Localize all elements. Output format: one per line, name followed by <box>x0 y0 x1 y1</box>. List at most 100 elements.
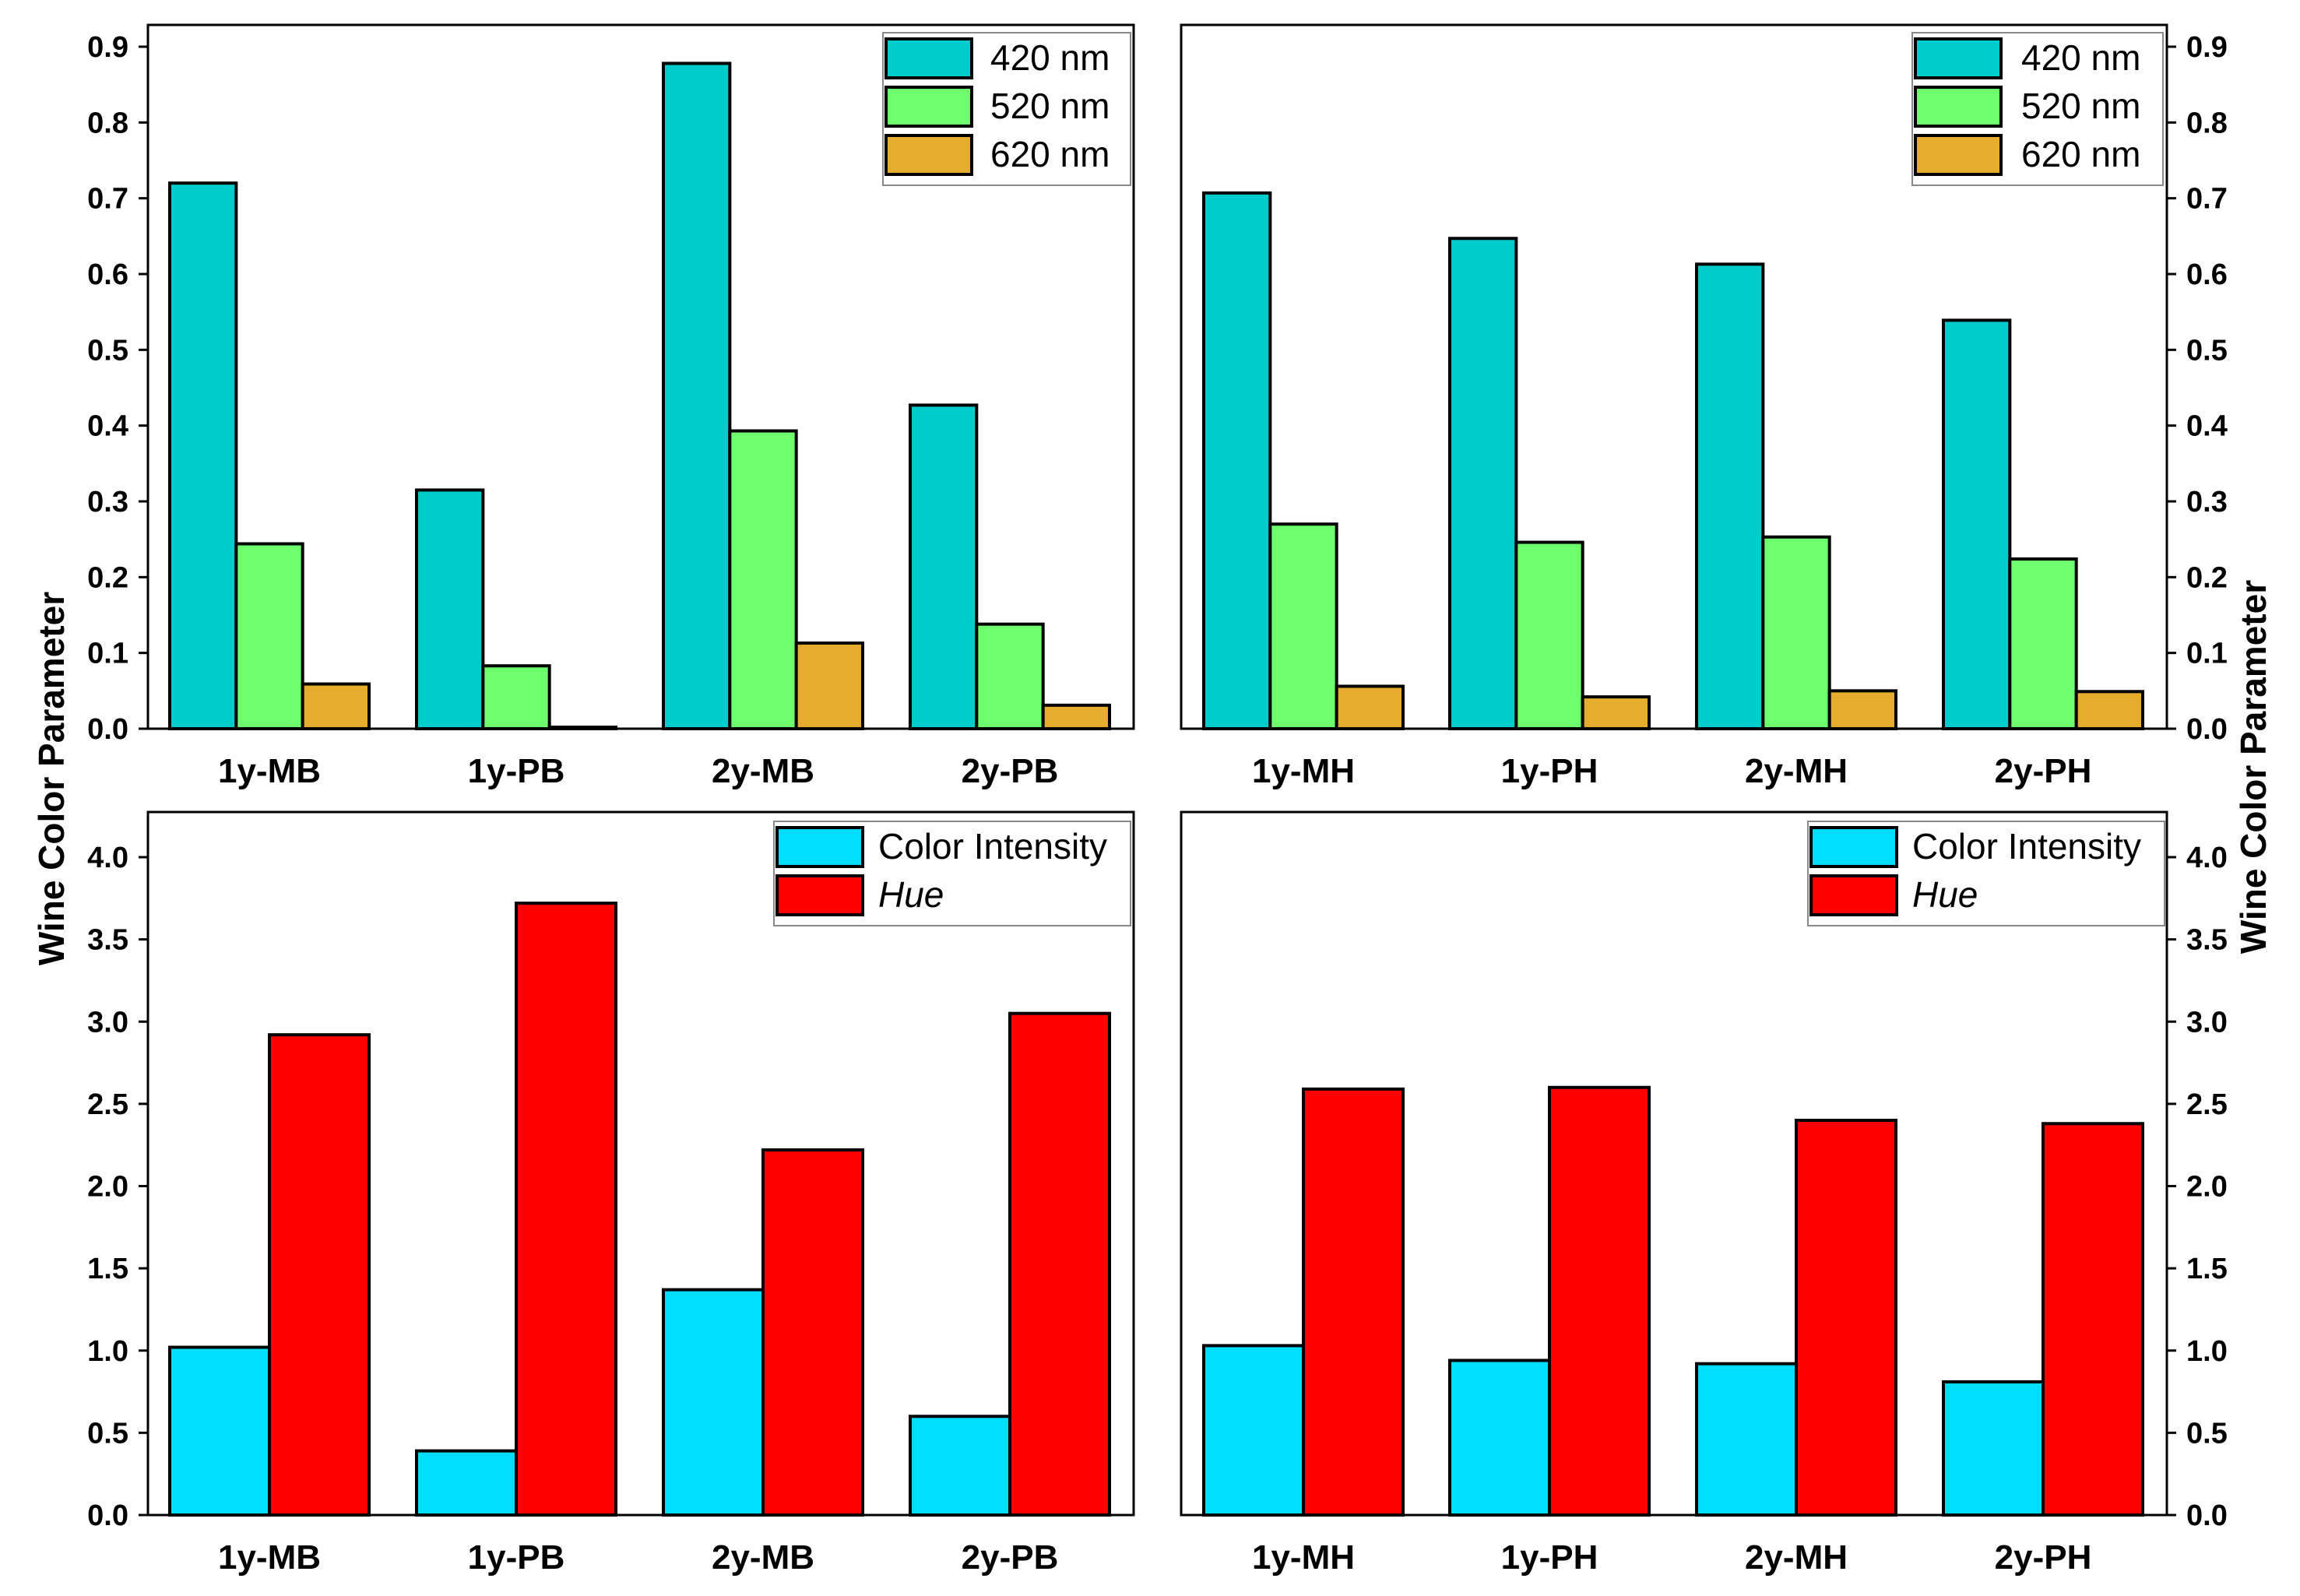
bar-620-nm-2y-pb <box>1041 703 1111 730</box>
legend-swatch-hue <box>775 874 864 916</box>
bar-520-nm-1y-mb <box>234 542 304 730</box>
y-tick-label: 0.7 <box>87 183 128 216</box>
bar-620-nm-2y-ph <box>2074 690 2145 730</box>
bar-620-nm-1y-pb <box>547 726 618 731</box>
bar-520-nm-1y-ph <box>1514 540 1584 730</box>
legend-label-color-intensity: Color Intensity <box>878 826 1107 867</box>
plot-frame <box>1180 23 2168 730</box>
x-tick-label: 2y-PB <box>962 1538 1059 1577</box>
y-tick-label: 0.5 <box>87 1417 128 1450</box>
bar-520-nm-2y-ph <box>2008 557 2078 730</box>
legend-label-color-intensity: Color Intensity <box>1912 826 2141 867</box>
x-tick-label: 1y-MB <box>218 752 321 790</box>
legend-swatch-620-nm <box>1914 134 2003 176</box>
y-tick-label: 0.9 <box>87 31 128 64</box>
bar-420-nm-2y-mh <box>1695 262 1765 730</box>
legend-label-520-nm: 520 nm <box>990 86 1110 126</box>
bar-color-intensity-1y-mh <box>1202 1344 1305 1517</box>
x-tick-label: 1y-PB <box>468 752 565 790</box>
x-tick-label: 2y-MB <box>712 752 814 790</box>
y-tick-label: 1.5 <box>87 1253 128 1285</box>
legend-label-420-nm: 420 nm <box>2021 37 2140 78</box>
legend-swatch-520-nm <box>1914 86 2003 128</box>
bar-520-nm-2y-pb <box>975 622 1045 730</box>
plot-frame <box>146 810 1135 1517</box>
y-tick-label: 1.0 <box>2186 1335 2228 1368</box>
bar-620-nm-2y-mh <box>1827 689 1898 730</box>
bar-420-nm-1y-mh <box>1202 191 1272 730</box>
bar-620-nm-2y-mb <box>794 642 865 730</box>
legend-label-520-nm: 520 nm <box>2021 86 2140 126</box>
panel-bottom-left: 0.0 0.5 1.0 1.5 2.0 2.5 3.0 3.5 4.0 1y-MB 1y-PB 2y-… <box>87 810 1135 1577</box>
bar-420-nm-2y-ph <box>1942 318 2012 730</box>
y-tick-label: 2.0 <box>87 1171 128 1204</box>
y-tick-label: 0.6 <box>87 258 128 291</box>
y-tick-label: 0.5 <box>2186 334 2228 367</box>
panel-top-right: 0.0 0.1 0.2 0.3 0.4 0.5 0.6 0.7 0.8 0.9 1y-MH 1y-PH… <box>1180 23 2228 790</box>
y-axis-label-left: Wine Color Parameter <box>31 592 72 965</box>
legend-swatch-color-intensity <box>775 826 864 868</box>
x-tick-label: 1y-PH <box>1501 1538 1598 1577</box>
plot-frame <box>146 23 1135 730</box>
y-tick-label: 2.5 <box>2186 1088 2228 1121</box>
x-tick-label: 2y-MH <box>1745 1538 1848 1577</box>
bar-color-intensity-2y-mh <box>1695 1362 1798 1517</box>
y-tick-label: 0.3 <box>2186 486 2228 519</box>
x-tick-label: 2y-PB <box>962 752 1059 790</box>
bar-420-nm-2y-mb <box>662 62 732 730</box>
y-tick-label: 3.5 <box>2186 924 2228 957</box>
x-tick-label: 1y-PB <box>468 1538 565 1577</box>
y-tick-label: 0.4 <box>2186 410 2228 443</box>
bar-hue-1y-ph <box>1548 1085 1651 1517</box>
x-tick-label: 1y-MB <box>218 1538 321 1577</box>
legend-label-hue: Hue <box>878 874 944 915</box>
bar-hue-2y-ph <box>2042 1122 2144 1517</box>
bar-620-nm-1y-ph <box>1581 695 1651 730</box>
y-tick-label: 0.4 <box>87 410 128 443</box>
legend-swatch-420-nm <box>1914 37 2003 79</box>
bar-hue-1y-mb <box>268 1033 371 1517</box>
legend-swatch-620-nm <box>884 134 973 176</box>
y-tick-label: 1.0 <box>87 1335 128 1368</box>
bar-420-nm-1y-mb <box>168 181 238 730</box>
legend-swatch-hue <box>1809 874 1898 916</box>
bar-520-nm-1y-pb <box>481 664 551 730</box>
bar-color-intensity-2y-mb <box>662 1288 765 1517</box>
panel-top-left: 0.0 0.1 0.2 0.3 0.4 0.5 0.6 0.7 0.8 0.9 1y-MB 1y-PB… <box>87 23 1135 790</box>
x-tick-label: 2y-PH <box>1995 1538 2092 1577</box>
y-tick-label: 0.1 <box>2186 638 2228 670</box>
bar-420-nm-1y-ph <box>1448 237 1518 730</box>
y-tick-label: 0.0 <box>87 1499 128 1532</box>
bar-420-nm-1y-pb <box>415 488 485 731</box>
y-tick-label: 0.0 <box>87 713 128 746</box>
x-tick-label: 1y-MH <box>1252 1538 1355 1577</box>
x-tick-label: 1y-PH <box>1501 752 1598 790</box>
y-tick-label: 0.8 <box>2186 107 2228 139</box>
panel-bottom-right: 0.0 0.5 1.0 1.5 2.0 2.5 3.0 3.5 4.0 1y-MH 1y-PH 2y-… <box>1180 810 2228 1577</box>
bar-hue-2y-mh <box>1795 1119 1897 1517</box>
bar-color-intensity-1y-ph <box>1448 1359 1551 1517</box>
x-tick-label: 2y-MH <box>1745 752 1848 790</box>
y-tick-label: 0.9 <box>2186 31 2228 64</box>
bar-color-intensity-2y-pb <box>909 1415 1011 1517</box>
y-tick-label: 0.8 <box>87 107 128 139</box>
y-tick-label: 0.2 <box>87 561 128 594</box>
bar-color-intensity-1y-mb <box>168 1345 271 1517</box>
plot-frame <box>1180 810 2168 1517</box>
bar-hue-1y-mh <box>1302 1087 1405 1517</box>
bar-620-nm-1y-mh <box>1335 684 1405 731</box>
bar-hue-2y-mb <box>761 1148 864 1517</box>
bar-color-intensity-1y-pb <box>415 1449 518 1517</box>
y-tick-label: 3.0 <box>2186 1006 2228 1039</box>
legend-swatch-520-nm <box>884 86 973 128</box>
legend-label-620-nm: 620 nm <box>2021 134 2140 174</box>
bar-520-nm-2y-mh <box>1761 535 1831 730</box>
bar-420-nm-2y-pb <box>909 403 979 730</box>
bar-color-intensity-2y-ph <box>1942 1380 2045 1517</box>
y-axis-label-right: Wine Color Parameter <box>2233 580 2274 954</box>
y-tick-label: 0.6 <box>2186 258 2228 291</box>
legend-label-hue: Hue <box>1912 874 1978 915</box>
y-tick-label: 0.3 <box>87 486 128 519</box>
